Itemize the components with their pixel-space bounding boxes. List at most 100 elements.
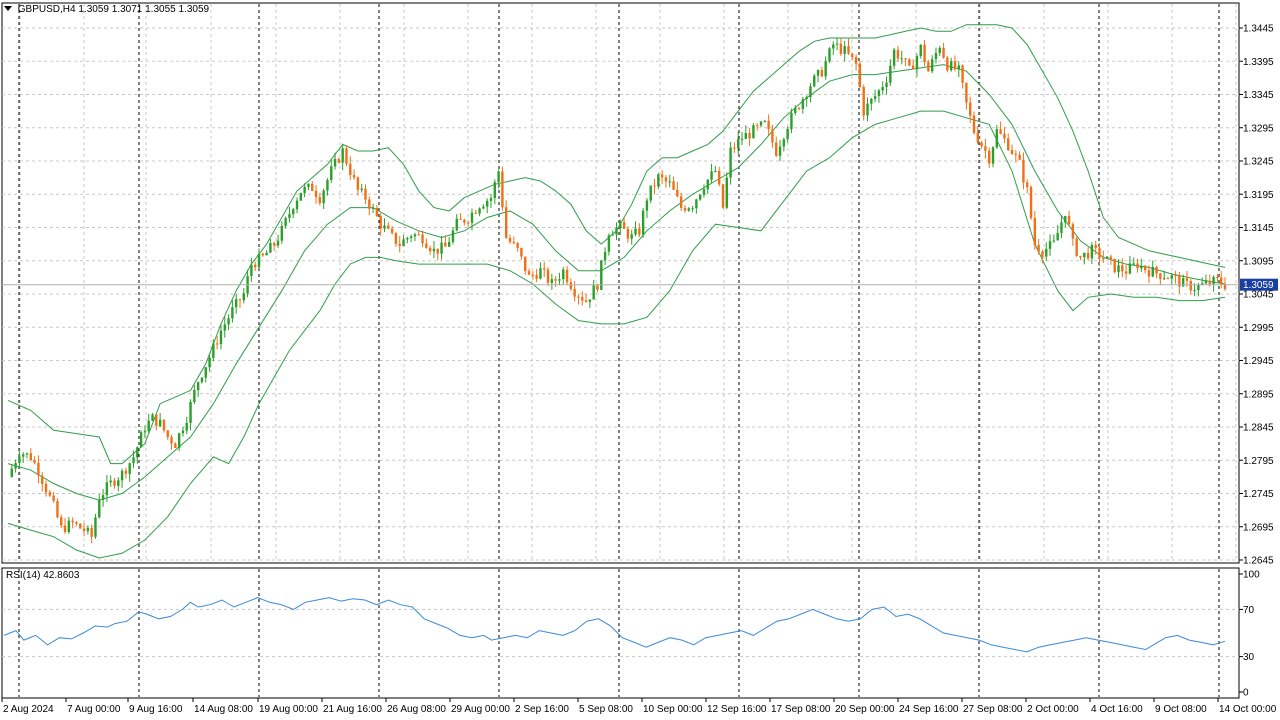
candle-bull bbox=[641, 210, 645, 235]
candle-bear bbox=[1033, 218, 1037, 246]
candle-bear bbox=[508, 237, 512, 242]
candle-bull bbox=[493, 182, 496, 199]
candle-bear bbox=[946, 57, 949, 71]
candle-bull bbox=[915, 56, 919, 70]
candle-bull bbox=[1170, 275, 1173, 279]
candle-bear bbox=[273, 243, 276, 246]
candle-bull bbox=[455, 218, 458, 231]
candle-bear bbox=[459, 218, 462, 220]
candle-bear bbox=[984, 146, 987, 151]
candle-bear bbox=[390, 228, 394, 233]
candle-bull bbox=[120, 470, 124, 481]
candle-bull bbox=[341, 148, 344, 163]
candle-bull bbox=[1064, 215, 1067, 223]
candle-bull bbox=[919, 44, 922, 57]
candle-bull bbox=[634, 228, 637, 235]
candle-bear bbox=[660, 174, 664, 178]
candle-bear bbox=[1216, 276, 1219, 278]
x-tick-label: 9 Aug 16:00 bbox=[129, 704, 183, 715]
candle-bull bbox=[406, 237, 409, 240]
candle-bear bbox=[1022, 159, 1025, 183]
candle-bear bbox=[976, 132, 979, 143]
candle-bear bbox=[37, 462, 40, 476]
candle-bull bbox=[227, 318, 230, 325]
candle-bull bbox=[668, 181, 671, 183]
x-tick-label: 5 Sep 08:00 bbox=[579, 704, 633, 715]
candle-bull bbox=[1193, 290, 1196, 292]
candle-bear bbox=[44, 483, 48, 493]
candle-bull bbox=[843, 46, 846, 54]
candle-bull bbox=[371, 207, 375, 209]
candle-bull bbox=[250, 264, 253, 277]
candle-bull bbox=[189, 401, 192, 423]
candle-bull bbox=[611, 234, 614, 236]
candle-bull bbox=[1132, 263, 1135, 265]
candle-bear bbox=[839, 43, 843, 54]
rsi-value: 42.8603 bbox=[43, 570, 80, 581]
candle-bear bbox=[767, 120, 770, 130]
candle-bull bbox=[763, 120, 767, 122]
candle-bull bbox=[299, 192, 303, 201]
candle-bull bbox=[607, 235, 611, 252]
candle-bear bbox=[364, 188, 367, 200]
symbol-label: GBPUSD,H4 bbox=[17, 4, 76, 15]
candle-bear bbox=[113, 480, 116, 486]
rsi-y-tick-label: 70 bbox=[1243, 605, 1255, 616]
candle-bull bbox=[360, 188, 363, 190]
candle-bear bbox=[466, 222, 470, 224]
candle-bear bbox=[425, 243, 428, 248]
candle-bear bbox=[664, 177, 668, 182]
x-tick-label: 7 Aug 00:00 bbox=[67, 704, 121, 715]
candle-bull bbox=[489, 198, 493, 201]
candle-bear bbox=[554, 279, 557, 281]
dropdown-arrow-icon[interactable] bbox=[4, 6, 12, 11]
candle-bull bbox=[1140, 265, 1143, 269]
candle-bear bbox=[565, 269, 569, 283]
candle-bear bbox=[1166, 278, 1170, 280]
candle-bear bbox=[90, 527, 93, 537]
candle-bear bbox=[797, 107, 801, 109]
candle-bear bbox=[531, 274, 535, 276]
y-tick-label: 1.2645 bbox=[1243, 556, 1274, 567]
candle-bear bbox=[638, 228, 641, 235]
candle-bear bbox=[679, 196, 683, 208]
candle-bull bbox=[957, 65, 960, 70]
candle-bull bbox=[588, 299, 592, 302]
candle-bear bbox=[520, 248, 523, 257]
candle-bull bbox=[832, 44, 835, 49]
candle-bear bbox=[375, 207, 379, 217]
candle-bull bbox=[1090, 245, 1094, 259]
candle-bear bbox=[318, 197, 322, 204]
candle-bull bbox=[782, 139, 786, 147]
candle-bull bbox=[208, 357, 211, 368]
candle-bull bbox=[873, 96, 877, 99]
candle-bull bbox=[900, 58, 903, 60]
candle-bear bbox=[215, 343, 219, 345]
candle-bear bbox=[999, 129, 1002, 134]
candle-bear bbox=[1037, 245, 1040, 252]
candle-bull bbox=[809, 86, 812, 98]
candle-bear bbox=[953, 61, 957, 70]
candle-bull bbox=[619, 222, 622, 228]
candle-bull bbox=[816, 70, 820, 76]
candle-bull bbox=[322, 190, 325, 204]
x-tick-label: 19 Aug 00:00 bbox=[259, 704, 318, 715]
candle-bear bbox=[980, 142, 983, 147]
candle-bear bbox=[1219, 277, 1223, 285]
x-tick-label: 10 Sep 00:00 bbox=[643, 704, 703, 715]
candle-bull bbox=[143, 431, 147, 433]
candle-bull bbox=[25, 453, 29, 455]
candle-bear bbox=[1147, 270, 1151, 277]
candle-bull bbox=[794, 107, 797, 113]
candle-bull bbox=[889, 65, 892, 83]
candle-bull bbox=[147, 420, 150, 432]
candle-bear bbox=[965, 82, 968, 103]
candle-bear bbox=[676, 189, 679, 197]
open-value: 1.3059 bbox=[78, 4, 109, 15]
candle-bear bbox=[1143, 265, 1147, 271]
main-panel-frame bbox=[1, 2, 1240, 564]
candle-bull bbox=[1128, 263, 1132, 274]
candle-bull bbox=[1162, 278, 1166, 280]
candle-bull bbox=[892, 49, 896, 66]
